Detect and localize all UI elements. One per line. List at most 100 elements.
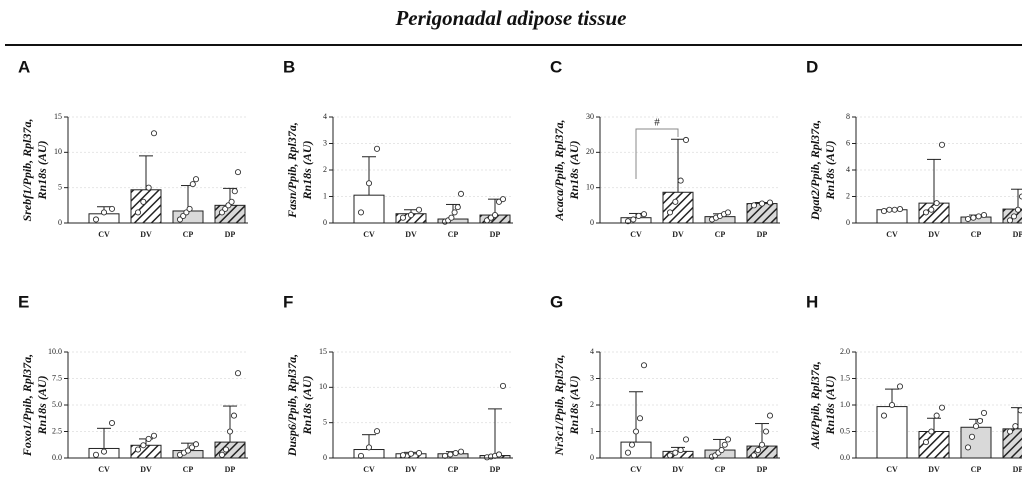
data-point — [975, 213, 982, 220]
data-point — [758, 200, 766, 207]
data-point — [447, 451, 454, 458]
x-tick-label: CP — [183, 230, 194, 239]
data-point — [140, 442, 147, 449]
data-point — [415, 206, 423, 213]
data-point — [672, 449, 679, 456]
data-point — [365, 180, 373, 187]
data-point — [1006, 217, 1014, 224]
data-point — [134, 446, 142, 453]
y-tick-label: 30 — [586, 112, 594, 121]
bar — [353, 194, 385, 224]
data-point — [938, 404, 946, 411]
data-point — [754, 446, 762, 454]
y-tick-label: 0 — [846, 218, 850, 227]
y-axis-label: Rn18s (AU) — [823, 140, 837, 200]
data-point — [218, 451, 226, 458]
data-point — [134, 209, 142, 216]
panel-letter: F — [283, 292, 293, 311]
data-point — [682, 136, 690, 144]
data-point — [399, 452, 407, 459]
y-tick-label: 0.5 — [840, 426, 850, 435]
x-tick-label: DV — [928, 230, 940, 239]
y-tick-label: 3 — [590, 373, 594, 382]
data-point — [357, 209, 365, 216]
significance-bracket — [635, 128, 679, 179]
y-tick-label: 1.0 — [840, 400, 850, 409]
y-tick-label: 0 — [58, 218, 62, 227]
y-tick-label: 5 — [58, 182, 62, 191]
data-point — [222, 446, 230, 453]
x-tick-label: CV — [98, 465, 110, 474]
y-tick-label: 4 — [846, 165, 850, 174]
data-point — [495, 451, 503, 458]
y-axis-label: Dgat2/Ppib, Rpl37a, — [808, 120, 822, 221]
y-tick-label: 2.5 — [52, 426, 62, 435]
y-tick-label: 0 — [590, 453, 594, 462]
data-point — [677, 446, 684, 454]
annotation: # — [654, 117, 660, 129]
data-point — [964, 215, 972, 223]
data-point — [724, 209, 732, 216]
data-point — [628, 441, 636, 448]
data-point — [880, 412, 888, 419]
data-point — [980, 409, 988, 417]
bar — [960, 426, 992, 459]
data-point — [145, 435, 152, 442]
data-point — [922, 439, 930, 446]
bar — [918, 431, 950, 459]
y-axis-label: Srebf1/Ppib, Rpl37a, — [20, 118, 34, 221]
panel-letter: B — [283, 57, 295, 76]
y-axis-label: Rn18s (AU) — [823, 375, 837, 435]
x-tick-label: CV — [630, 230, 642, 239]
data-point — [448, 214, 455, 221]
x-tick-label: CP — [715, 465, 726, 474]
panel-letter: D — [806, 57, 818, 76]
data-point — [1010, 213, 1018, 220]
y-tick-label: 0 — [323, 453, 327, 462]
data-point — [189, 181, 196, 188]
x-tick-label: DP — [1013, 465, 1022, 474]
data-point — [682, 436, 690, 443]
data-point — [896, 383, 904, 390]
x-tick-label: DP — [1013, 230, 1022, 239]
y-tick-label: 5.0 — [52, 400, 62, 409]
data-point — [933, 200, 940, 207]
data-point — [192, 441, 200, 448]
data-point — [758, 441, 766, 448]
x-tick-label: CV — [363, 465, 375, 474]
x-tick-label: DV — [405, 230, 417, 239]
data-point — [226, 428, 234, 435]
data-point — [635, 212, 642, 219]
data-point — [976, 417, 984, 424]
data-point — [672, 198, 679, 205]
x-tick-label: CP — [971, 465, 982, 474]
y-axis-label: Rn18s (AU) — [300, 375, 314, 435]
data-point — [624, 449, 632, 456]
x-tick-label: CV — [363, 230, 375, 239]
x-tick-label: DV — [140, 465, 152, 474]
y-tick-label: 10.0 — [48, 347, 62, 356]
x-tick-label: DP — [225, 230, 236, 239]
panel-letter: E — [18, 292, 29, 311]
y-tick-label: 0.0 — [52, 453, 62, 462]
data-point — [108, 419, 116, 427]
y-tick-label: 7.5 — [52, 373, 62, 382]
x-tick-label: CV — [886, 465, 898, 474]
bar — [662, 191, 694, 224]
data-point — [365, 444, 373, 451]
bar — [130, 444, 162, 459]
y-tick-label: 4 — [590, 347, 594, 356]
data-point — [972, 423, 980, 430]
data-point — [150, 130, 158, 137]
y-tick-label: 2.0 — [840, 347, 850, 356]
y-tick-label: 10 — [319, 382, 327, 391]
data-point — [1014, 206, 1022, 213]
y-tick-label: 3 — [323, 138, 327, 147]
data-point — [750, 452, 758, 459]
data-point — [766, 199, 774, 206]
data-point — [457, 190, 465, 197]
data-point — [228, 198, 235, 205]
data-point — [970, 214, 977, 221]
data-point — [399, 214, 407, 221]
